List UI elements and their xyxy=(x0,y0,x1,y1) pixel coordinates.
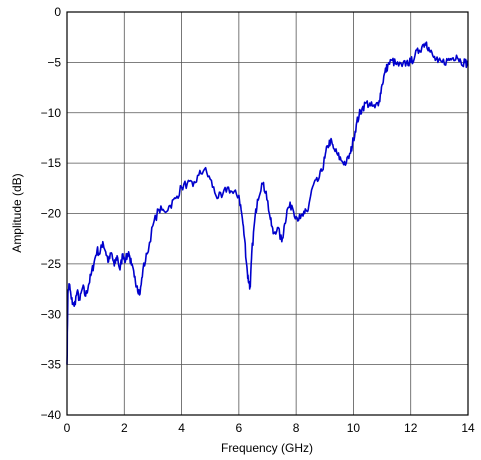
x-tick-label: 0 xyxy=(64,421,71,435)
x-tick-label: 12 xyxy=(404,421,418,435)
x-tick-label: 6 xyxy=(236,421,243,435)
x-tick-label: 10 xyxy=(347,421,361,435)
x-tick-labels: 0 2 4 6 8 10 12 14 xyxy=(64,421,475,435)
y-tick-label: −10 xyxy=(41,106,62,120)
y-axis-label: Amplitude (dB) xyxy=(10,173,24,252)
y-tick-label: −5 xyxy=(47,55,61,69)
x-tick-label: 4 xyxy=(178,421,185,435)
y-tick-labels: 0 −5 −10 −15 −20 −25 −30 −35 −40 xyxy=(41,5,62,422)
y-tick-label: 0 xyxy=(54,5,61,19)
x-tick-label: 8 xyxy=(293,421,300,435)
series-line xyxy=(66,41,469,365)
y-tick-label: −20 xyxy=(41,207,62,221)
x-tick-label: 14 xyxy=(461,421,475,435)
grid xyxy=(66,11,469,416)
y-tick-label: −30 xyxy=(41,307,62,321)
y-tick-label: −25 xyxy=(41,257,62,271)
x-axis-label: Frequency (GHz) xyxy=(221,441,313,455)
x-tick-label: 2 xyxy=(121,421,128,435)
y-tick-label: −15 xyxy=(41,156,62,170)
series-layer xyxy=(66,41,469,365)
plot-frame xyxy=(66,11,469,416)
y-tick-label: −35 xyxy=(41,358,62,372)
y-tick-label: −40 xyxy=(41,408,62,422)
